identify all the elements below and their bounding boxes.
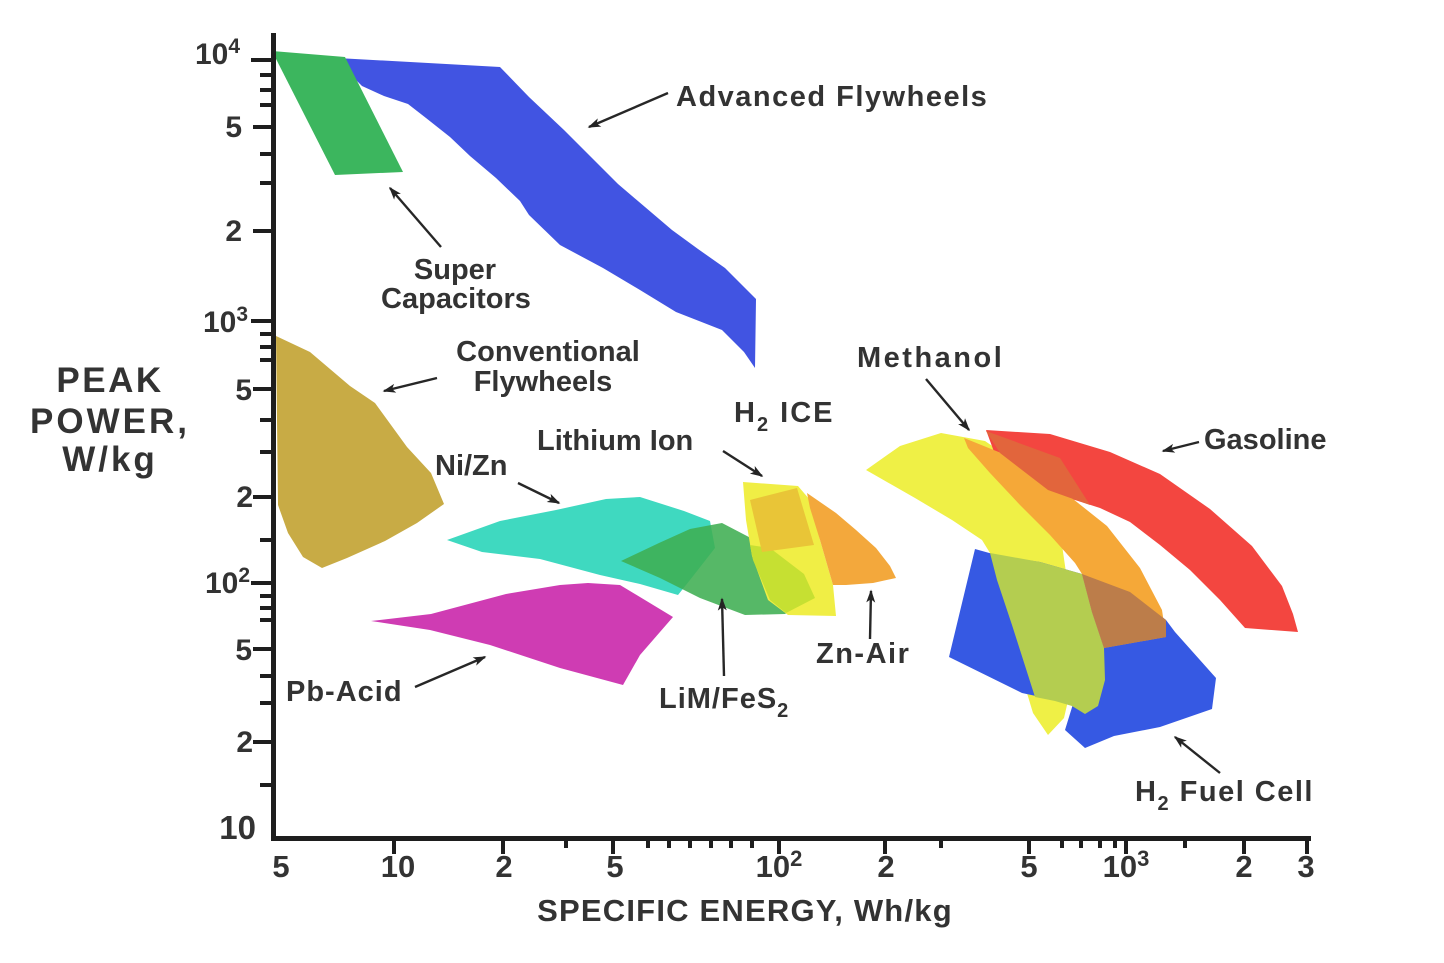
svg-text:PEAK: PEAK (56, 361, 163, 400)
svg-text:Lithium Ion: Lithium Ion (537, 425, 693, 457)
svg-text:Zn-Air: Zn-Air (816, 638, 910, 670)
svg-text:SPECIFIC ENERGY, Wh/kg: SPECIFIC ENERGY, Wh/kg (537, 893, 953, 928)
svg-text:5: 5 (606, 849, 623, 884)
svg-text:102: 102 (205, 564, 250, 600)
svg-text:2: 2 (495, 849, 512, 884)
svg-text:3: 3 (1297, 849, 1314, 884)
svg-text:Capacitors: Capacitors (381, 283, 531, 315)
svg-text:Flywheels: Flywheels (474, 366, 613, 398)
svg-text:LiM/FeS2: LiM/FeS2 (659, 683, 789, 722)
svg-text:Pb-Acid: Pb-Acid (286, 676, 403, 708)
svg-text:2: 2 (225, 215, 242, 248)
svg-text:103: 103 (203, 303, 248, 339)
svg-text:POWER,: POWER, (30, 402, 190, 441)
svg-text:104: 104 (195, 35, 240, 71)
svg-text:2: 2 (1235, 849, 1252, 884)
svg-text:2: 2 (236, 481, 253, 514)
svg-text:Methanol: Methanol (857, 342, 1004, 374)
svg-text:H2 ICE: H2 ICE (734, 397, 834, 436)
svg-text:Conventional: Conventional (456, 336, 640, 368)
svg-text:Advanced Flywheels: Advanced Flywheels (676, 81, 988, 113)
svg-text:Ni/Zn: Ni/Zn (435, 450, 508, 482)
svg-text:10: 10 (381, 849, 415, 884)
svg-text:2: 2 (236, 726, 253, 759)
svg-text:102: 102 (756, 846, 803, 884)
svg-text:5: 5 (1020, 849, 1037, 884)
svg-text:Gasoline: Gasoline (1204, 424, 1327, 456)
svg-text:2: 2 (877, 849, 894, 884)
svg-text:H2 Fuel Cell: H2 Fuel Cell (1135, 776, 1314, 815)
svg-text:5: 5 (225, 111, 242, 144)
svg-text:103: 103 (1103, 846, 1150, 884)
svg-text:Super: Super (414, 254, 496, 286)
svg-text:5: 5 (235, 634, 252, 667)
svg-text:5: 5 (272, 849, 289, 884)
svg-text:10: 10 (219, 809, 256, 846)
svg-text:W/kg: W/kg (62, 440, 158, 479)
svg-text:5: 5 (235, 374, 252, 407)
